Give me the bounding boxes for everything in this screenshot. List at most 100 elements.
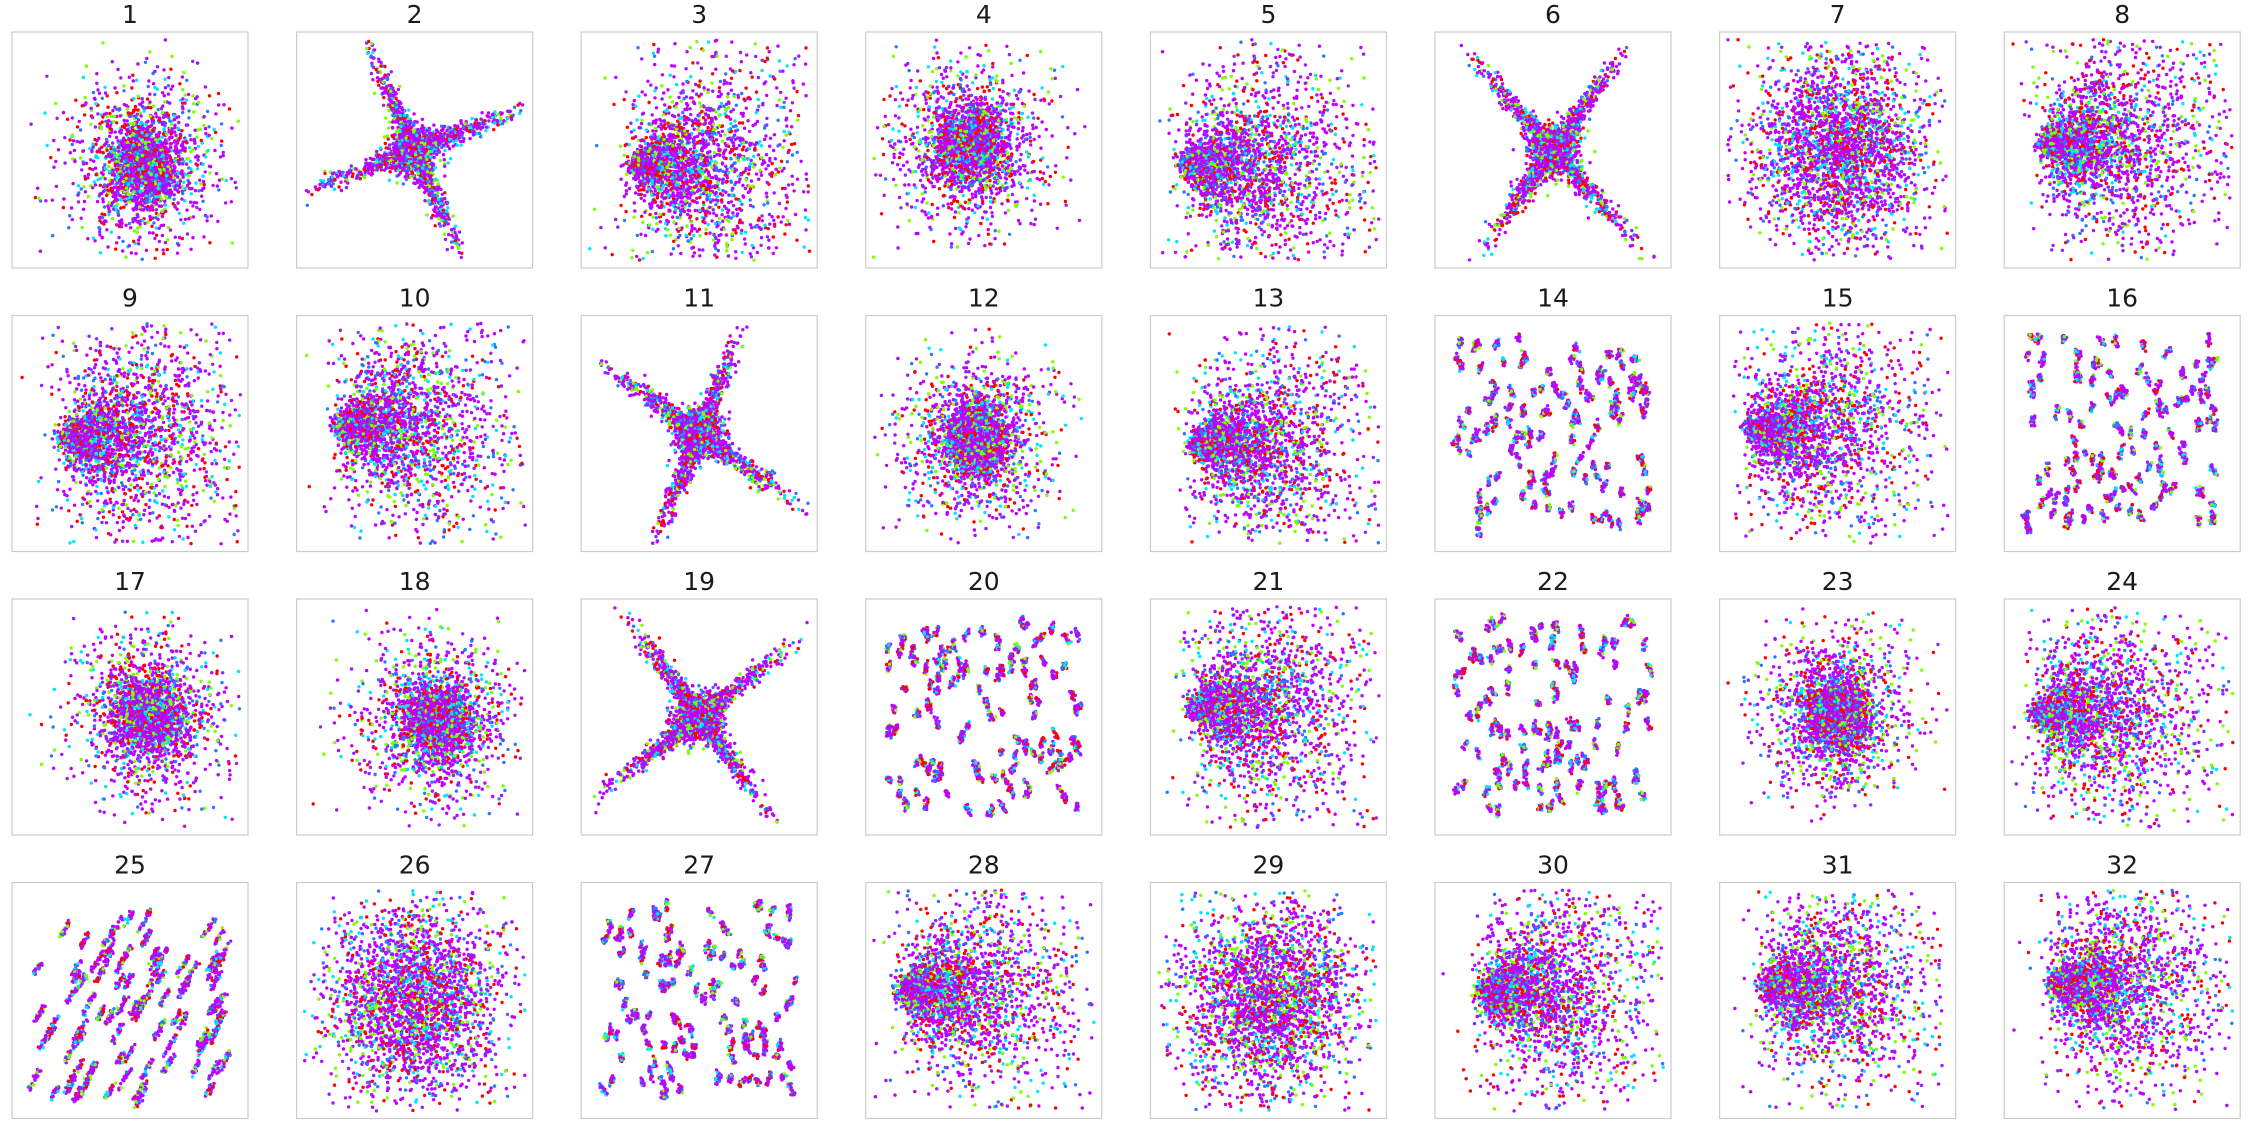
scatter-point	[144, 123, 147, 126]
scatter-point	[139, 189, 142, 192]
scatter-point	[146, 97, 149, 100]
scatter-point	[125, 177, 128, 180]
scatter-point	[188, 134, 191, 137]
scatter-point	[107, 210, 110, 213]
scatter-point	[165, 133, 168, 136]
scatter-point	[202, 163, 205, 166]
scatter-point	[164, 146, 167, 149]
scatter-point	[205, 215, 208, 218]
scatter-point	[196, 61, 199, 64]
scatter-point	[151, 129, 154, 132]
scatter-point	[180, 129, 183, 132]
scatter-point	[55, 185, 58, 188]
scatter-point	[111, 109, 114, 112]
scatter-point	[166, 238, 169, 241]
scatter-point	[107, 144, 110, 147]
scatter-point	[119, 198, 122, 201]
scatter-point	[79, 156, 82, 159]
scatter-point	[189, 150, 192, 153]
scatter-point	[106, 245, 109, 248]
scatter-point	[151, 231, 154, 234]
scatter-point	[92, 91, 95, 94]
scatter-point	[130, 86, 133, 89]
scatter-point	[83, 96, 86, 99]
scatter-point	[184, 173, 187, 176]
scatter-point	[151, 193, 154, 196]
scatter-point	[127, 111, 130, 114]
scatter-point	[170, 55, 173, 58]
scatter-point	[143, 222, 146, 225]
scatter-point	[172, 164, 175, 167]
scatter-point	[159, 145, 162, 148]
scatter-point	[52, 166, 55, 169]
panel-title: 1	[122, 0, 138, 29]
scatter-point	[128, 146, 131, 149]
scatter-point	[129, 122, 132, 125]
scatter-point	[181, 102, 184, 105]
scatter-point	[121, 240, 124, 243]
scatter-point	[189, 138, 192, 141]
scatter-point	[108, 170, 111, 173]
scatter-point	[135, 172, 138, 175]
scatter-point	[130, 162, 133, 165]
scatter-point	[202, 235, 205, 238]
scatter-point	[172, 198, 175, 201]
scatter-point	[107, 119, 110, 122]
scatter-point	[108, 135, 111, 138]
scatter-point	[364, 158, 367, 161]
scatter-point	[183, 199, 186, 202]
scatter-point	[165, 157, 168, 160]
scatter-point	[169, 68, 172, 71]
scatter-point	[165, 174, 168, 177]
scatter-point	[166, 248, 169, 251]
scatter-point	[119, 131, 122, 134]
scatter-point	[128, 76, 131, 79]
scatter-point	[137, 95, 140, 98]
scatter-point	[147, 162, 150, 165]
scatter-point	[71, 143, 74, 146]
scatter-point	[125, 168, 128, 171]
scatter-point	[115, 121, 118, 124]
scatter-point	[82, 76, 85, 79]
scatter-point	[184, 147, 187, 150]
scatter-point	[62, 206, 65, 209]
scatter-point	[106, 183, 109, 186]
scatter-point	[162, 224, 165, 227]
scatter-point	[110, 114, 113, 117]
scatter-point	[162, 128, 165, 131]
scatter-point	[136, 226, 139, 229]
scatter-point	[77, 200, 80, 203]
scatter-point	[158, 164, 161, 167]
scatter-point	[179, 133, 182, 136]
scatter-point	[134, 252, 137, 255]
scatter-point	[103, 183, 106, 186]
scatter-point	[76, 125, 79, 128]
scatter-point	[147, 166, 150, 169]
scatter-point	[204, 127, 207, 130]
scatter-point	[54, 160, 57, 163]
scatter-point	[140, 184, 143, 187]
scatter-point	[176, 201, 179, 204]
scatter-point	[220, 139, 223, 142]
scatter-point	[164, 192, 167, 195]
scatter-point	[129, 226, 132, 229]
scatter-point	[169, 174, 172, 177]
scatter-point	[127, 137, 130, 140]
scatter-point	[74, 99, 77, 102]
scatter-point	[164, 38, 167, 41]
scatter-point	[133, 229, 136, 232]
scatter-point	[213, 149, 216, 152]
scatter-point	[87, 195, 90, 198]
scatter-point	[152, 221, 155, 224]
scatter-point	[138, 134, 141, 137]
scatter-point	[115, 223, 118, 226]
scatter-point	[155, 208, 158, 211]
scatter-point	[98, 92, 101, 95]
scatter-point	[210, 214, 213, 217]
scatter-point	[177, 243, 180, 246]
scatter-point	[99, 127, 102, 130]
scatter-point	[34, 196, 37, 199]
scatter-point	[108, 160, 111, 163]
scatter-point	[115, 182, 118, 185]
scatter-point	[162, 179, 165, 182]
